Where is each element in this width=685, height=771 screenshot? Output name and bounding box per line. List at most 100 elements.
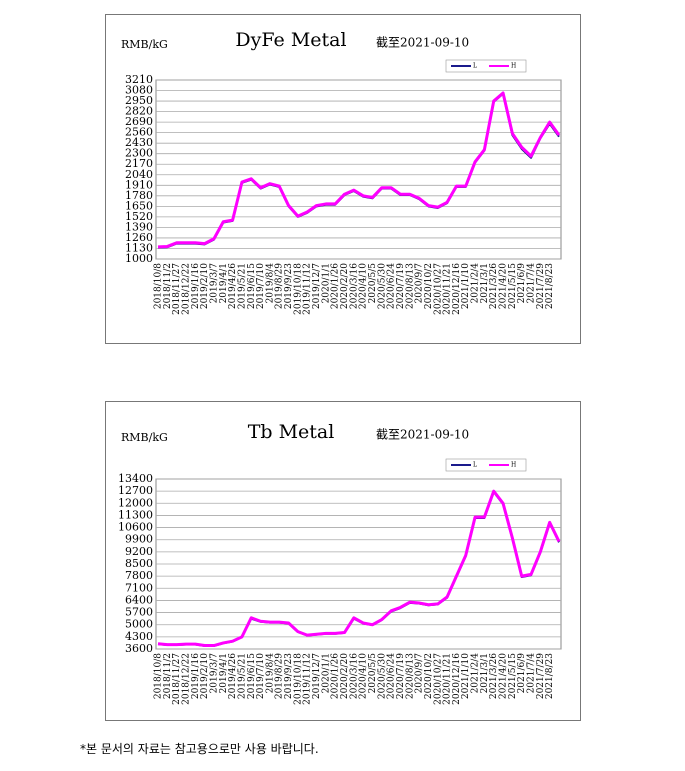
y-tick-label: 2040 <box>125 168 153 181</box>
x-tick-label: 2020/12/16 <box>452 263 462 315</box>
x-tick-label: 2019/9/23 <box>284 653 294 699</box>
chart: RMB/kG Tb Metal 截至2021-09-10 36004300500057… <box>105 401 581 721</box>
y-tick-label: 2560 <box>125 126 153 139</box>
x-tick-label: 2020/10/2 <box>424 653 434 699</box>
x-tick-label: 2020/3/16 <box>349 263 359 309</box>
x-tick-label: 2021/1/10 <box>461 263 471 309</box>
x-tick-label: 2020/1/26 <box>331 653 341 699</box>
x-tick-label: 2020/4/10 <box>359 653 369 699</box>
x-tick-label: 2019/12/7 <box>312 263 322 309</box>
y-tick-label: 12000 <box>118 496 153 509</box>
x-tick-label: 2021/7/4 <box>527 653 537 694</box>
legend-label: L <box>473 63 477 70</box>
x-tick-label: 2018/10/8 <box>154 653 164 699</box>
legend-label: H <box>511 63 516 70</box>
chart-subtitle: 截至2021-09-10 <box>376 36 469 50</box>
x-tick-label: 2019/8/4 <box>265 263 275 304</box>
legend-label: H <box>511 462 516 469</box>
y-tick-label: 7800 <box>125 569 153 582</box>
x-tick-label: 2019/8/29 <box>275 653 285 699</box>
legend-label: L <box>473 462 477 469</box>
y-tick-label: 1130 <box>125 241 153 254</box>
x-tick-label: 2020/2/20 <box>340 653 350 699</box>
y-tick-label: 5700 <box>125 606 153 619</box>
y-tick-label: 1000 <box>125 252 153 265</box>
x-tick-label: 2021/6/9 <box>517 653 527 694</box>
unit-label: RMB/kG <box>121 38 168 51</box>
x-tick-label: 2020/1/1 <box>321 653 331 693</box>
unit-label: RMB/kG <box>121 431 168 444</box>
x-tick-label: 2019/11/12 <box>303 653 313 705</box>
y-tick-label: 12700 <box>118 484 153 497</box>
x-tick-label: 2019/7/10 <box>256 263 266 309</box>
y-tick-label: 9900 <box>125 533 153 546</box>
x-tick-label: 2021/3/1 <box>480 263 490 303</box>
x-tick-label: 2020/5/5 <box>368 653 378 694</box>
x-tick-label: 2020/8/13 <box>405 653 415 699</box>
line-series <box>157 91 561 249</box>
x-tick-label: 2020/5/5 <box>368 263 378 304</box>
line-series <box>157 489 561 648</box>
y-tick-label: 2950 <box>125 94 153 107</box>
x-tick-label: 2019/10/18 <box>293 263 303 315</box>
x-tick-label: 2019/5/21 <box>237 653 247 699</box>
x-tick-label: 2021/8/23 <box>545 653 555 699</box>
x-tick-label: 2021/8/23 <box>545 263 555 309</box>
y-tick-label: 1910 <box>125 178 153 191</box>
x-tick-label: 2020/7/19 <box>396 653 406 699</box>
x-tick-label: 2021/7/4 <box>527 263 537 304</box>
x-tick-label: 2021/3/26 <box>489 263 499 309</box>
y-tick-label: 2690 <box>125 115 153 128</box>
y-tick-label: 2430 <box>125 136 153 149</box>
y-tick-label: 1260 <box>125 231 153 244</box>
x-tick-label: 2020/9/7 <box>415 263 425 304</box>
x-tick-label: 2020/5/30 <box>377 263 387 309</box>
x-tick-label: 2019/2/10 <box>200 653 210 699</box>
x-tick-label: 2018/10/8 <box>154 263 164 309</box>
y-tick-label: 1390 <box>125 220 153 233</box>
x-tick-label: 2018/11/27 <box>172 653 182 705</box>
y-tick-label: 10600 <box>118 521 153 534</box>
x-tick-label: 2018/11/2 <box>163 653 173 699</box>
y-tick-label: 4300 <box>125 630 153 643</box>
x-tick-label: 2019/9/23 <box>284 263 294 309</box>
x-tick-label: 2020/9/7 <box>415 653 425 694</box>
x-tick-label: 2020/8/13 <box>405 263 415 309</box>
x-tick-label: 2019/1/16 <box>191 263 201 309</box>
y-tick-label: 2170 <box>125 157 153 170</box>
x-tick-label: 2021/4/20 <box>499 263 509 309</box>
x-tick-label: 2019/1/16 <box>191 653 201 699</box>
y-tick-label: 6400 <box>125 593 153 606</box>
x-tick-label: 2020/6/24 <box>387 653 397 699</box>
y-tick-label: 3210 <box>125 73 153 86</box>
legend-box <box>445 59 527 73</box>
x-tick-label: 2019/3/7 <box>209 263 219 304</box>
x-tick-label: 2021/2/4 <box>471 653 481 694</box>
x-tick-label: 2019/4/1 <box>219 263 229 303</box>
x-tick-label: 2020/1/1 <box>321 263 331 303</box>
x-tick-label: 2019/12/7 <box>312 653 322 699</box>
y-tick-label: 5000 <box>125 618 153 631</box>
x-tick-label: 2021/4/20 <box>499 653 509 699</box>
x-tick-label: 2020/4/10 <box>359 263 369 309</box>
chart-title: DyFe Metal <box>235 29 346 51</box>
x-tick-label: 2020/3/16 <box>349 653 359 699</box>
y-tick-label: 3600 <box>125 642 153 655</box>
x-tick-label: 2019/4/1 <box>219 653 229 693</box>
x-tick-label: 2019/3/7 <box>209 653 219 694</box>
y-tick-label: 1650 <box>125 199 153 212</box>
x-tick-label: 2020/10/2 <box>424 263 434 309</box>
x-tick-label: 2021/3/26 <box>489 653 499 699</box>
x-tick-label: 2020/1/26 <box>331 263 341 309</box>
y-tick-label: 1520 <box>125 210 153 223</box>
y-tick-label: 9200 <box>125 545 153 558</box>
x-tick-label: 2020/10/27 <box>433 653 443 705</box>
x-tick-label: 2019/10/18 <box>293 653 303 705</box>
y-tick-label: 8500 <box>125 557 153 570</box>
x-tick-label: 2020/12/16 <box>452 653 462 705</box>
x-tick-label: 2019/11/12 <box>303 263 313 315</box>
x-tick-label: 2019/5/21 <box>237 263 247 309</box>
x-tick-label: 2019/8/4 <box>265 653 275 694</box>
x-tick-label: 2020/2/20 <box>340 263 350 309</box>
